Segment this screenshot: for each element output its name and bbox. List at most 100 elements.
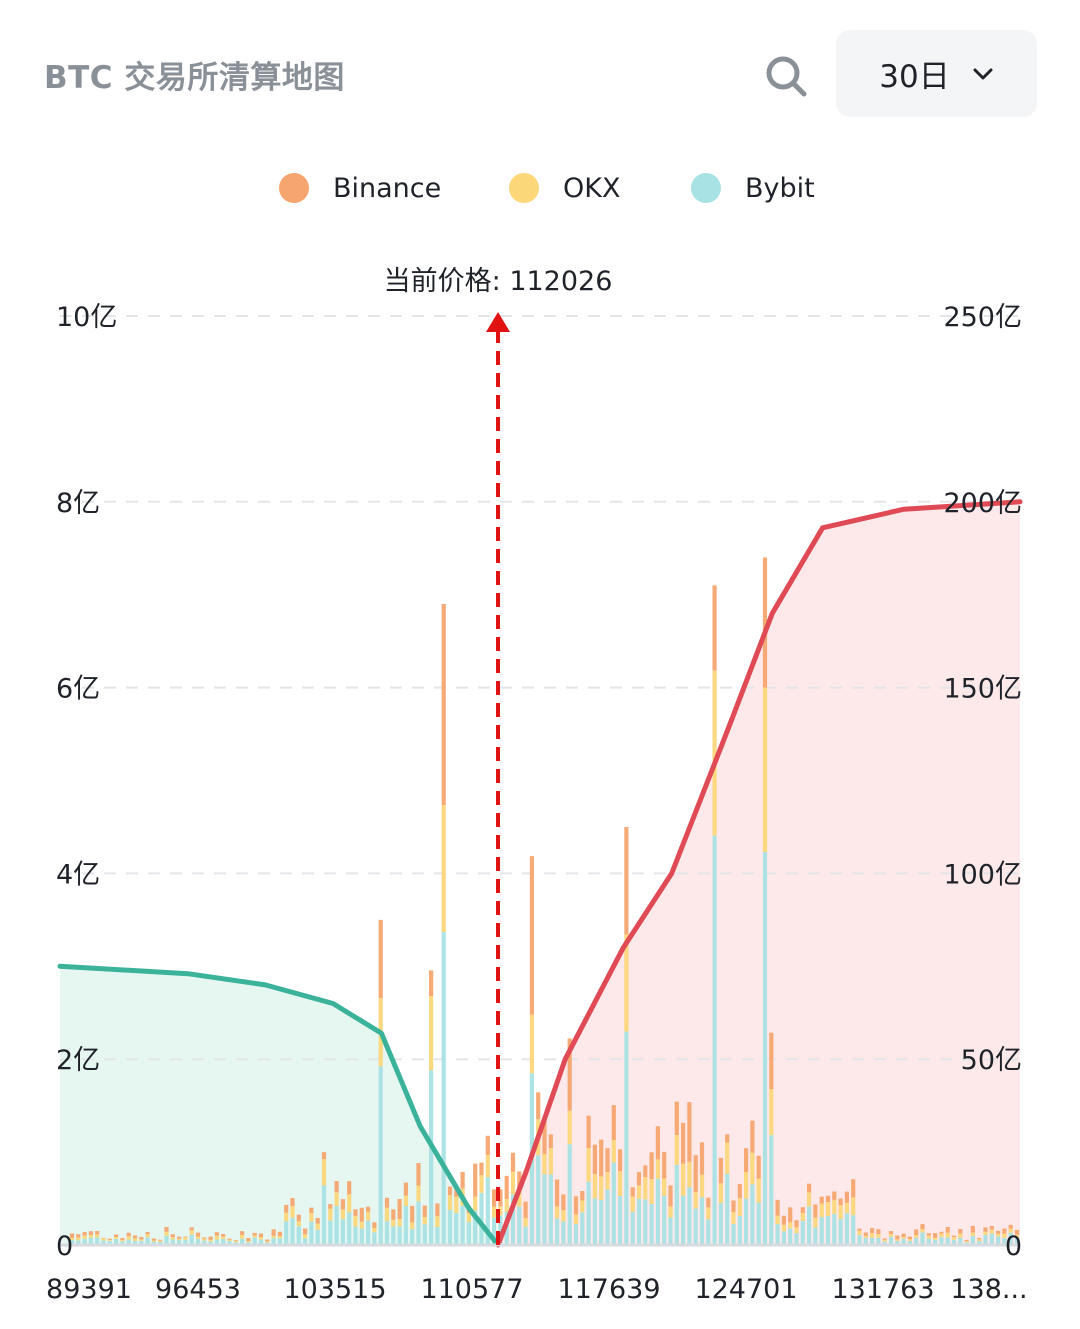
bar-binance bbox=[233, 1240, 238, 1241]
bar-binance bbox=[788, 1207, 793, 1223]
bar-bybit bbox=[258, 1239, 264, 1245]
bar-okx bbox=[151, 1240, 156, 1242]
bar-okx bbox=[510, 1171, 516, 1195]
bar-bybit bbox=[882, 1241, 887, 1245]
bar-binance bbox=[246, 1238, 251, 1241]
bar-okx bbox=[624, 934, 629, 1032]
bar-bybit bbox=[76, 1240, 81, 1245]
bar-bybit bbox=[863, 1237, 868, 1245]
bar-bybit bbox=[170, 1239, 175, 1245]
bar-okx bbox=[599, 1176, 604, 1200]
legend-item-binance[interactable]: Binance bbox=[279, 168, 441, 208]
bar-binance bbox=[170, 1234, 175, 1238]
current-price-arrow bbox=[486, 312, 511, 332]
bar-binance bbox=[624, 827, 629, 935]
period-select[interactable]: 30日 bbox=[836, 30, 1037, 117]
bar-binance bbox=[580, 1191, 585, 1201]
legend-dot-binance bbox=[279, 173, 309, 203]
bar-binance bbox=[561, 1194, 566, 1211]
bar-bybit bbox=[202, 1240, 207, 1245]
bar-binance bbox=[737, 1184, 742, 1199]
bar-okx bbox=[233, 1240, 238, 1243]
bar-bybit bbox=[744, 1198, 749, 1245]
bar-okx bbox=[246, 1241, 251, 1243]
bar-binance bbox=[435, 1203, 440, 1217]
y-right-tick-label: 250亿 bbox=[943, 302, 1022, 333]
bar-bybit bbox=[240, 1238, 245, 1245]
bar-bybit bbox=[555, 1218, 560, 1245]
bar-okx bbox=[800, 1212, 805, 1221]
bar-binance bbox=[983, 1227, 988, 1232]
bar-okx bbox=[838, 1205, 843, 1219]
bar-bybit bbox=[517, 1206, 522, 1245]
bar-binance bbox=[687, 1102, 692, 1162]
bar-binance bbox=[479, 1162, 484, 1176]
search-button[interactable] bbox=[764, 54, 808, 98]
bar-okx bbox=[580, 1200, 585, 1213]
bar-okx bbox=[926, 1235, 931, 1239]
bar-binance bbox=[895, 1235, 900, 1240]
bar-bybit bbox=[1002, 1238, 1007, 1245]
y-right-tick-label: 100亿 bbox=[943, 859, 1022, 890]
bar-binance bbox=[844, 1191, 849, 1203]
bar-bybit bbox=[561, 1221, 566, 1245]
bar-bybit bbox=[681, 1195, 686, 1245]
bar-binance bbox=[882, 1238, 887, 1240]
bar-okx bbox=[1014, 1234, 1020, 1238]
bar-okx bbox=[744, 1172, 749, 1199]
bar-okx bbox=[403, 1195, 408, 1206]
x-tick-label: 124701 bbox=[694, 1274, 797, 1305]
bar-binance bbox=[750, 1120, 755, 1153]
bar-okx bbox=[674, 1134, 679, 1165]
bar-okx bbox=[328, 1208, 333, 1221]
bar-binance bbox=[321, 1152, 327, 1160]
bar-okx bbox=[397, 1219, 402, 1227]
bar-binance bbox=[164, 1227, 169, 1232]
bar-binance bbox=[189, 1227, 194, 1231]
bar-bybit bbox=[114, 1239, 119, 1245]
bar-binance bbox=[573, 1196, 579, 1215]
bar-bybit bbox=[284, 1221, 289, 1245]
bar-binance bbox=[422, 1205, 427, 1218]
bar-binance bbox=[870, 1228, 875, 1234]
bar-bybit bbox=[183, 1239, 188, 1245]
bar-okx bbox=[258, 1237, 264, 1240]
bar-binance bbox=[132, 1235, 138, 1239]
bar-binance bbox=[460, 1171, 465, 1189]
legend-item-okx[interactable]: OKX bbox=[509, 168, 620, 208]
bar-bybit bbox=[807, 1206, 812, 1245]
bar-binance bbox=[674, 1101, 679, 1135]
y-right-tick-label: 200亿 bbox=[943, 488, 1022, 519]
bar-okx bbox=[977, 1239, 982, 1242]
bar-okx bbox=[762, 687, 768, 852]
bar-okx bbox=[933, 1237, 938, 1240]
bar-bybit bbox=[252, 1237, 257, 1245]
bar-binance bbox=[586, 1115, 591, 1148]
legend-label-okx: OKX bbox=[563, 172, 621, 204]
bar-bybit bbox=[926, 1238, 931, 1245]
bar-bybit bbox=[384, 1221, 390, 1245]
bar-okx bbox=[372, 1228, 377, 1233]
bar-binance bbox=[447, 1186, 453, 1196]
bar-bybit bbox=[750, 1184, 755, 1245]
bar-okx bbox=[945, 1232, 950, 1238]
bar-bybit bbox=[895, 1240, 900, 1245]
bar-bybit bbox=[366, 1220, 371, 1245]
x-tick-label: 117639 bbox=[557, 1274, 660, 1305]
bar-bybit bbox=[655, 1178, 660, 1245]
bar-binance bbox=[744, 1148, 749, 1173]
bar-binance bbox=[529, 856, 534, 1015]
bar-okx bbox=[277, 1236, 282, 1239]
bar-binance bbox=[756, 1155, 761, 1179]
bar-okx bbox=[1002, 1233, 1007, 1238]
bar-binance bbox=[145, 1232, 150, 1235]
bar-okx bbox=[265, 1241, 270, 1243]
bar-okx bbox=[725, 1142, 730, 1174]
bar-bybit bbox=[359, 1228, 364, 1245]
y-left-tick-label: 10亿 bbox=[56, 302, 117, 333]
bar-okx bbox=[851, 1197, 856, 1216]
bar-binance bbox=[114, 1234, 119, 1237]
bar-binance bbox=[227, 1238, 232, 1240]
legend-item-bybit[interactable]: Bybit bbox=[691, 168, 815, 208]
bar-okx bbox=[227, 1239, 232, 1241]
